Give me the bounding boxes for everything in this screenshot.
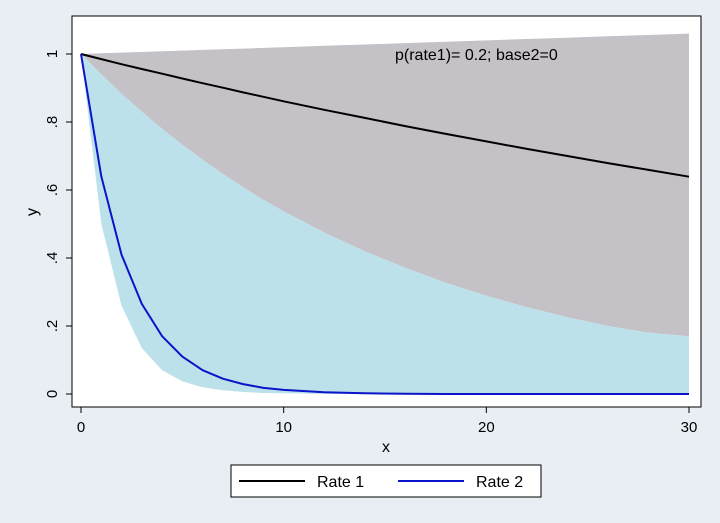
series-line-rate-1 — [80, 53, 690, 178]
y-tick-label: .4 — [44, 252, 61, 265]
x-tick-label: 10 — [275, 419, 292, 436]
series-line-rate-2 — [80, 53, 689, 395]
confidence-bands — [81, 33, 689, 394]
y-tick-label: .6 — [44, 184, 61, 197]
y-tick-label: 0 — [44, 390, 61, 398]
y-axis-title: y — [24, 208, 41, 216]
y-tick-label: .8 — [44, 116, 61, 129]
legend-label-rate-1: Rate 1 — [317, 474, 364, 491]
x-tick-label: 30 — [681, 419, 698, 436]
y-tick-label: .2 — [44, 320, 61, 333]
legend: Rate 1 Rate 2 — [230, 464, 542, 498]
band-rate-1 — [81, 33, 689, 337]
x-ticks: 0 10 20 30 — [77, 407, 698, 436]
x-tick-label: 0 — [77, 419, 85, 436]
series-lines — [80, 53, 690, 395]
band-rate-2 — [81, 54, 689, 394]
y-ticks: 0 .2 .4 .6 .8 1 — [44, 50, 72, 398]
x-axis-title: x — [382, 439, 390, 456]
x-tick-label: 20 — [478, 419, 495, 436]
legend-label-rate-2: Rate 2 — [476, 474, 523, 491]
y-tick-label: 1 — [44, 50, 61, 58]
chart-note: p(rate1)= 0.2; base2=0 — [395, 47, 558, 64]
